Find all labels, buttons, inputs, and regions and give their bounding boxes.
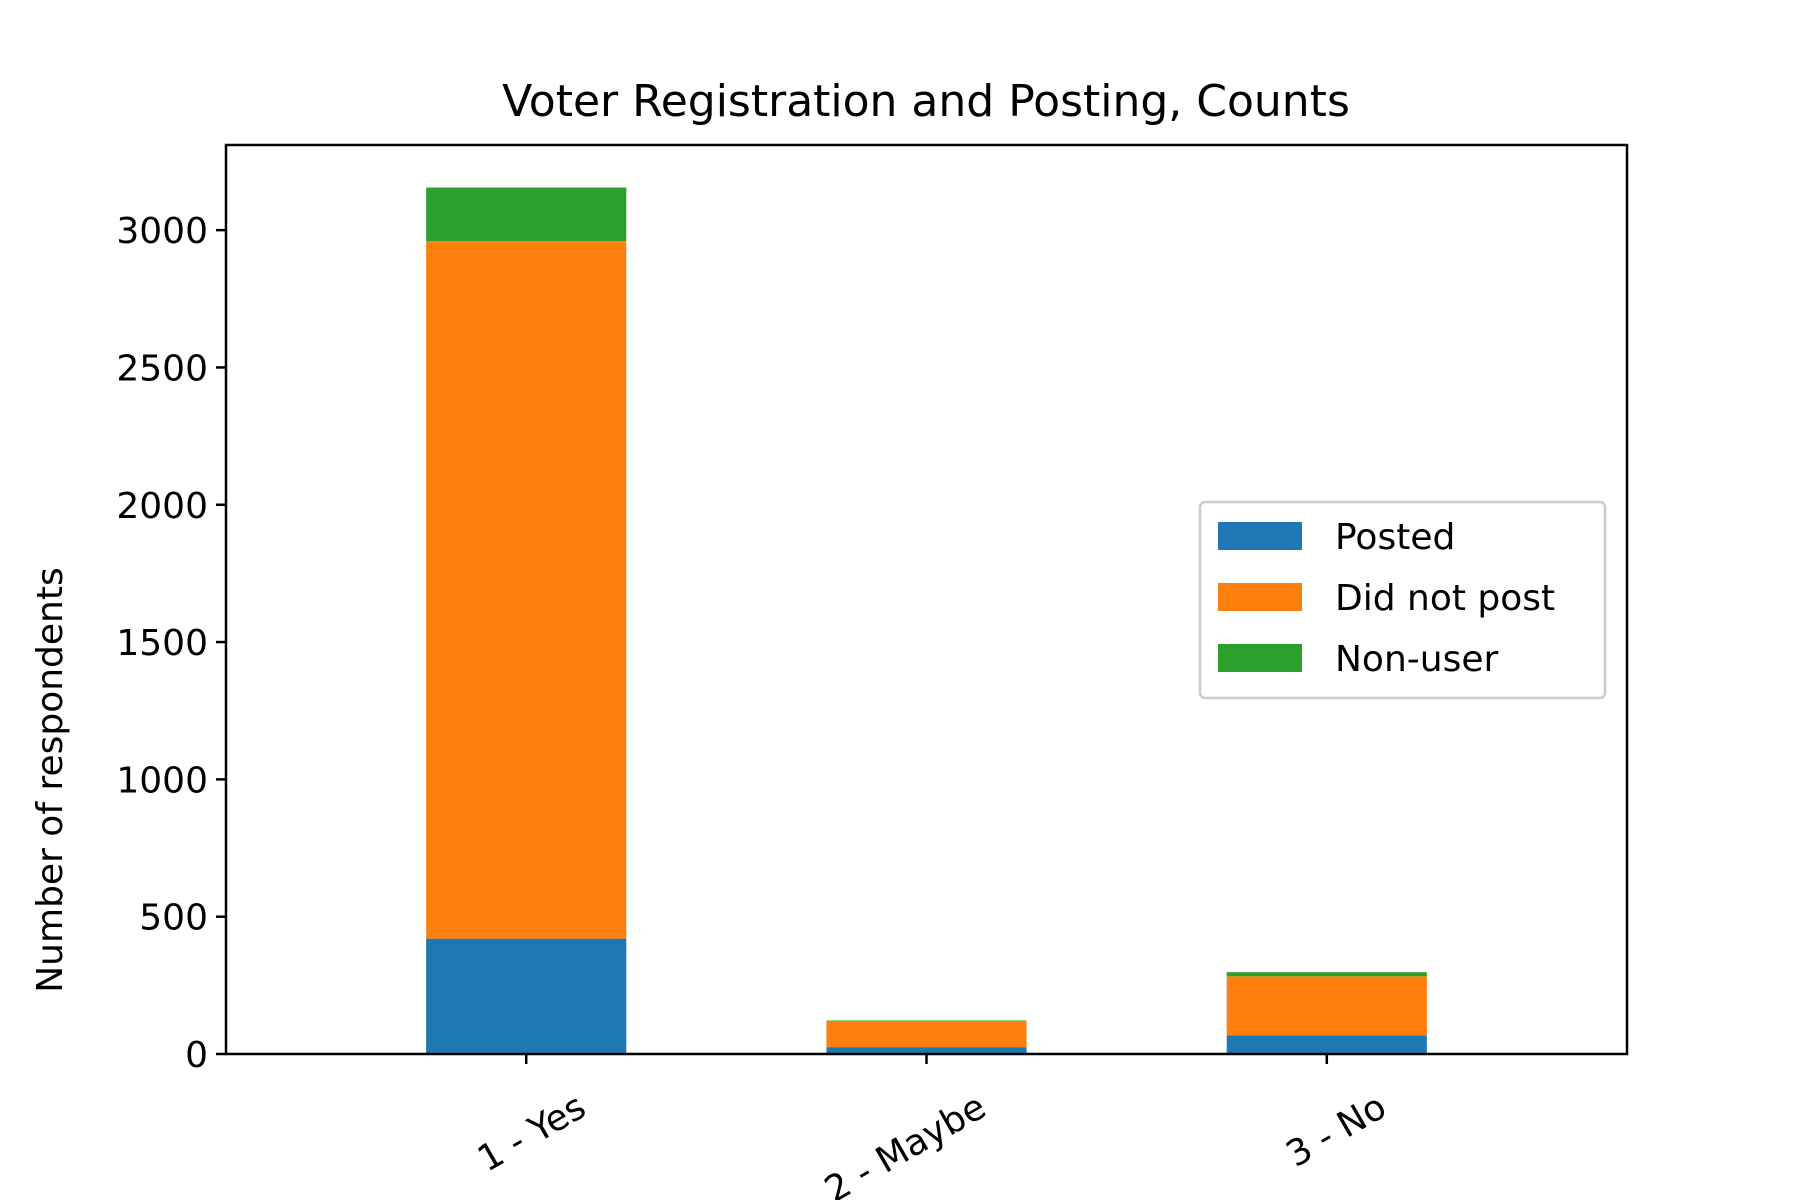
legend-swatch-did-not-post xyxy=(1218,583,1302,611)
legend-swatch-posted xyxy=(1218,522,1302,550)
plot-frame xyxy=(224,143,1629,1056)
y-tick-label: 2000 xyxy=(116,486,208,527)
bar-segment-non-user-3 xyxy=(1226,972,1427,977)
bar-segment-posted-3 xyxy=(1226,1035,1427,1054)
bar-segment-posted-1 xyxy=(426,938,627,1054)
y-tick-label: 0 xyxy=(185,1035,208,1076)
y-tick-label: 1000 xyxy=(116,760,208,801)
legend-label: Non-user xyxy=(1335,639,1498,680)
bar-segment-posted-2 xyxy=(826,1047,1027,1054)
legend-label: Posted xyxy=(1335,517,1455,558)
chart-title: Voter Registration and Posting, Counts xyxy=(502,76,1350,127)
y-tick-label: 1500 xyxy=(116,623,208,664)
y-tick-label: 2500 xyxy=(116,348,208,389)
x-tick-label: 1 - Yes xyxy=(471,1086,593,1180)
bar-segment-non-user-2 xyxy=(826,1020,1027,1022)
legend-label: Did not post xyxy=(1335,578,1555,619)
x-tick-label: 2 - Maybe xyxy=(818,1086,993,1200)
legend: Posted Did not post Non-user xyxy=(1198,500,1607,700)
x-axis-ticks: 1 - Yes 2 - Maybe 3 - No xyxy=(471,1054,1393,1204)
bar-segment-did-not-post-2 xyxy=(826,1021,1027,1048)
y-tick-label: 500 xyxy=(139,898,208,939)
bar-segment-non-user-1 xyxy=(426,187,627,242)
y-tick-label: 3000 xyxy=(116,211,208,252)
x-tick-label: 3 - No xyxy=(1279,1086,1393,1175)
legend-swatch-non-user xyxy=(1218,644,1302,672)
bar-segment-did-not-post-1 xyxy=(426,241,627,939)
bar-segment-did-not-post-3 xyxy=(1226,976,1427,1036)
y-axis-ticks: 0 500 1000 1500 2000 2500 3000 xyxy=(116,211,226,1076)
y-axis-label: Number of respondents xyxy=(30,567,71,993)
bars-layer xyxy=(426,187,1427,1054)
